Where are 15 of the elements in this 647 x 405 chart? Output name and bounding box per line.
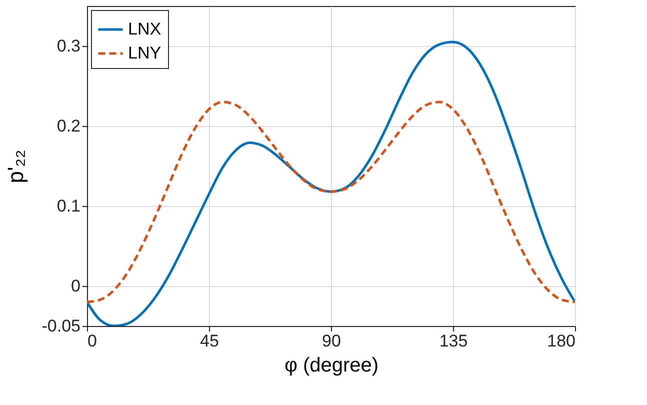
legend-label: LNX <box>128 20 162 38</box>
legend-label: LNY <box>128 44 162 62</box>
y-tick-label: 0.3 <box>56 36 80 56</box>
y-axis-title: p'₂₂ <box>2 150 28 184</box>
x-tick-label: 180 <box>547 332 576 350</box>
x-tick-label: 0 <box>88 332 97 350</box>
y-tick-label: 0 <box>71 276 80 296</box>
x-tick-label: 45 <box>200 332 219 350</box>
x-axis-title: φ (degree) <box>284 354 379 376</box>
y-tick-label: -0.05 <box>42 316 80 336</box>
x-tick-label: 90 <box>322 332 341 350</box>
line-series <box>87 100 575 304</box>
y-tick-label: 0.1 <box>56 196 80 216</box>
y-tick-label: 0.2 <box>56 116 80 136</box>
x-tick-label: 135 <box>439 332 468 350</box>
